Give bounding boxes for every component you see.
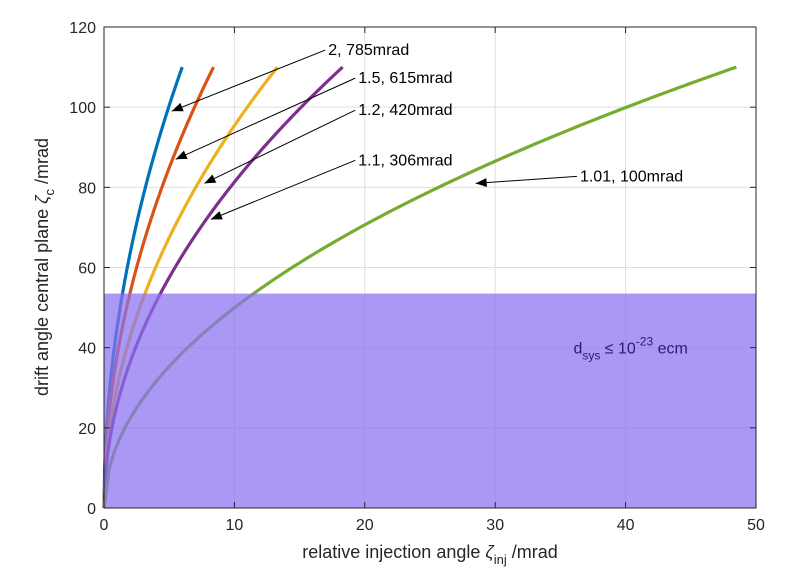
annotation-arrow-line-4	[210, 159, 356, 220]
x-tick-label-10: 10	[226, 517, 244, 534]
annotation-arrow-line-3	[204, 109, 356, 184]
annotation-label-2: 1.5, 615mrad	[358, 70, 452, 87]
annotation-arrow-head-1	[171, 102, 184, 112]
y-axis-label: drift angle central plane ζc /mrad	[32, 138, 57, 396]
annotation-arrow-line-2	[175, 77, 356, 160]
annotation-label-3: 1.2, 420mrad	[358, 102, 452, 119]
x-axis-label-unit: /mrad	[507, 542, 558, 562]
band-label-unit: ecm	[653, 341, 688, 358]
x-tick-label-50: 50	[747, 517, 765, 534]
annotation-arrow-head-2	[175, 150, 188, 160]
annotation-label-1: 2, 785mrad	[328, 42, 409, 59]
annotation-arrow-head-5	[475, 178, 487, 188]
y-tick-label-100: 100	[69, 100, 96, 117]
y-axis-label-sub: c	[42, 189, 57, 196]
band-label-d: d	[573, 341, 582, 358]
annotation-label-5: 1.01, 100mrad	[580, 168, 683, 185]
annotation-arrow-line-5	[475, 175, 577, 184]
x-axis-label-main: relative injection angle	[302, 542, 485, 562]
shaded-region	[104, 293, 756, 508]
x-axis-label-sub: inj	[494, 552, 507, 567]
y-axis-label-unit: /mrad	[32, 138, 52, 189]
band-label: dsys ≤ 10-23 ecm	[573, 335, 687, 363]
annotation-arrow-line-1	[171, 49, 326, 112]
y-tick-label-40: 40	[78, 341, 96, 358]
annotations: 2, 785mrad 1.5, 615mrad 1.2, 420mrad 1.1, 3…	[171, 42, 683, 220]
y-axis-label-symbol: ζ	[32, 194, 52, 204]
x-tick-label-30: 30	[486, 517, 504, 534]
x-axis-label: relative injection angle ζinj /mrad	[302, 542, 558, 567]
band-label-sup: -23	[636, 335, 654, 349]
y-axis-label-main: drift angle central plane	[32, 204, 52, 396]
band-label-sub: sys	[582, 349, 600, 363]
y-tick-label-80: 80	[78, 180, 96, 197]
axis-ticks: 0 10 20 30 40 50 0 20 40 60 80 100 120	[69, 20, 765, 534]
x-tick-label-20: 20	[356, 517, 374, 534]
y-tick-label-20: 20	[78, 421, 96, 438]
x-axis-label-symbol: ζ	[485, 542, 495, 562]
band-label-rel: ≤ 10	[600, 341, 636, 358]
annotation-arrow-head-4	[210, 211, 223, 220]
y-tick-label-60: 60	[78, 261, 96, 278]
annotation-arrow-head-3	[204, 174, 217, 184]
y-tick-label-0: 0	[87, 501, 96, 518]
annotation-label-4: 1.1, 306mrad	[358, 152, 452, 169]
y-tick-label-120: 120	[69, 20, 96, 37]
x-tick-label-0: 0	[100, 517, 109, 534]
x-tick-label-40: 40	[617, 517, 635, 534]
